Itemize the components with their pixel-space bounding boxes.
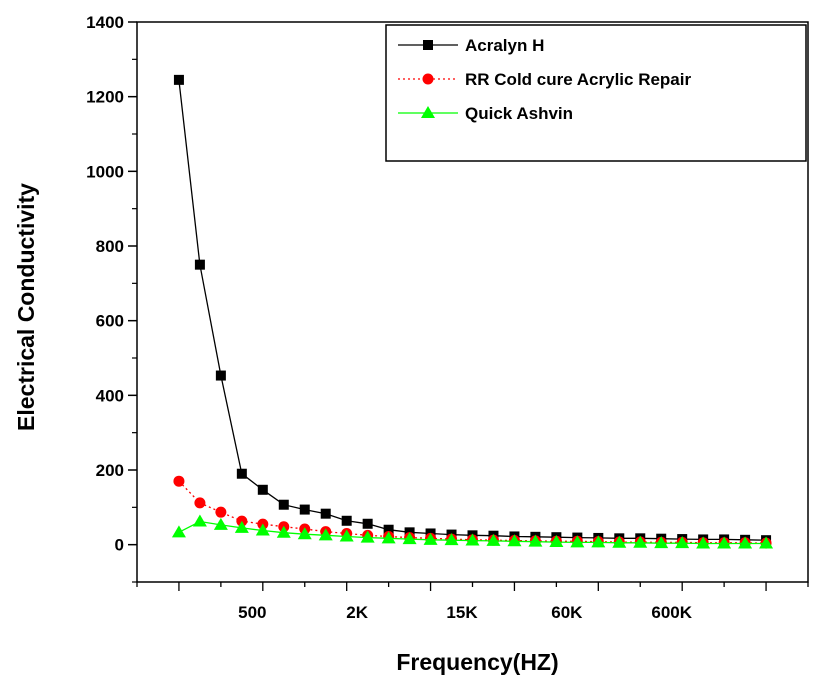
- data-point-circle: [173, 475, 185, 487]
- data-point-triangle: [654, 536, 669, 549]
- data-point-circle: [215, 506, 227, 518]
- x-axis-ticks: 500 2K 15K 60K 600K: [136, 582, 809, 622]
- x-tick-label: 15K: [446, 603, 478, 622]
- legend-label: Acralyn H: [465, 36, 544, 55]
- legend: Acralyn H RR Cold cure Acrylic Repair Quic…: [385, 24, 807, 162]
- y-tick-label: 1400: [86, 13, 124, 32]
- y-tick-label: 600: [96, 312, 124, 331]
- data-point-triangle: [486, 533, 501, 546]
- x-tick-label: 2K: [346, 603, 368, 622]
- data-point-triangle: [402, 532, 417, 545]
- data-point-triangle: [675, 536, 690, 549]
- data-point-triangle: [423, 532, 438, 545]
- legend-marker-triangle: [421, 106, 435, 118]
- data-point-triangle: [234, 520, 249, 533]
- legend-label: RR Cold cure Acrylic Repair: [465, 70, 691, 89]
- legend-entry-1: Acralyn H: [398, 36, 544, 55]
- y-tick-label: 0: [115, 536, 124, 555]
- data-point-square: [320, 508, 331, 519]
- data-point-triangle: [444, 533, 459, 546]
- x-tick-label: 600K: [651, 603, 692, 622]
- x-tick-label: 500: [238, 603, 266, 622]
- legend-box: [385, 24, 807, 162]
- data-point-triangle: [696, 536, 711, 549]
- data-point-square: [362, 518, 373, 529]
- data-point-triangle: [171, 525, 186, 538]
- series-line: [178, 480, 767, 544]
- data-point-triangle: [318, 528, 333, 541]
- data-point-square: [194, 259, 205, 270]
- data-point-square: [173, 74, 184, 85]
- data-point-square: [341, 515, 352, 526]
- data-point-triangle: [717, 536, 732, 549]
- legend-entry-2: RR Cold cure Acrylic Repair: [398, 70, 691, 89]
- data-point-triangle: [213, 517, 228, 530]
- y-tick-label: 200: [96, 461, 124, 480]
- data-point-triangle: [276, 525, 291, 538]
- y-axis-ticks: 0 200 400 600 800 1000 1200 1400: [86, 13, 137, 583]
- data-point-triangle: [612, 535, 627, 548]
- legend-label: Quick Ashvin: [465, 104, 573, 123]
- data-point-square: [299, 504, 310, 515]
- data-point-triangle: [255, 523, 270, 536]
- data-point-triangle: [507, 534, 522, 547]
- data-point-triangle: [633, 535, 648, 548]
- data-point-triangle: [465, 533, 480, 546]
- legend-marker-square: [423, 40, 433, 50]
- data-point-circle: [194, 497, 206, 509]
- data-point-triangle: [759, 536, 774, 549]
- series-layer: [171, 74, 774, 549]
- data-point-square: [257, 484, 268, 495]
- data-point-triangle: [192, 514, 207, 527]
- data-point-triangle: [591, 535, 606, 548]
- y-tick-label: 400: [96, 386, 124, 405]
- data-point-square: [215, 370, 226, 381]
- x-axis-title: Frequency(HZ): [396, 649, 558, 675]
- y-tick-label: 800: [96, 237, 124, 256]
- data-point-triangle: [339, 529, 354, 542]
- data-point-triangle: [360, 530, 375, 543]
- data-point-triangle: [297, 527, 312, 540]
- data-point-square: [278, 499, 289, 510]
- data-point-triangle: [549, 535, 564, 548]
- data-point-triangle: [570, 535, 585, 548]
- y-axis-title: Electrical Conductivity: [13, 183, 39, 431]
- x-tick-label: 60K: [551, 603, 583, 622]
- data-point-triangle: [381, 531, 396, 544]
- y-tick-label: 1200: [86, 88, 124, 107]
- data-point-square: [236, 468, 247, 479]
- legend-marker-circle: [422, 73, 434, 85]
- data-point-triangle: [738, 536, 753, 549]
- y-tick-label: 1000: [86, 162, 124, 181]
- data-point-square: [383, 524, 394, 535]
- legend-entry-3: Quick Ashvin: [398, 104, 573, 123]
- series-3: [171, 514, 774, 549]
- data-point-triangle: [528, 534, 543, 547]
